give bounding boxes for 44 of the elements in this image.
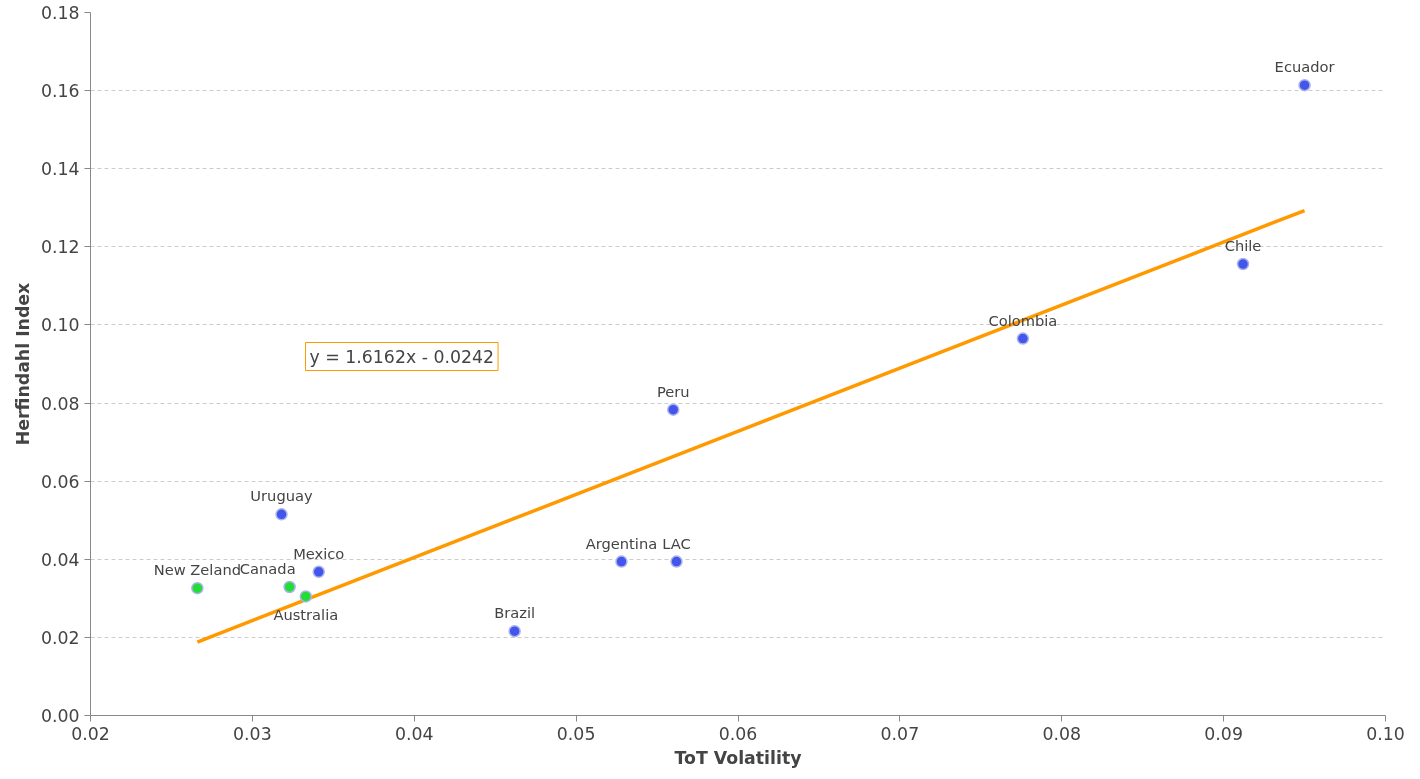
point	[283, 580, 296, 594]
x-tick-label: 0.02	[71, 723, 110, 744]
x-tick-label: 0.04	[394, 723, 434, 744]
point	[667, 403, 680, 416]
x-axis-title: ToT Volatility	[674, 747, 802, 768]
annotation: Argentina	[585, 534, 658, 552]
y-tick-label: 0.04	[40, 549, 80, 570]
y-tick-label: 0.10	[40, 315, 80, 336]
point	[508, 624, 521, 638]
annotation: Australia	[273, 606, 339, 624]
point	[312, 565, 325, 579]
y-tick-label: 0.18	[40, 3, 80, 23]
x-tick-label: 0.03	[233, 723, 272, 744]
y-tick-label: 0.14	[40, 159, 80, 180]
x-tick-label: 0.07	[880, 723, 920, 744]
annotation: y = 1.6162x - 0.0242	[309, 346, 495, 367]
x-tick-label: 0.08	[1042, 723, 1082, 744]
y-tick-label: 0.12	[40, 237, 80, 258]
annotation: Chile	[1224, 237, 1262, 255]
annotation: Peru	[656, 382, 690, 400]
y-axis-title: Herfindahl Index	[12, 282, 33, 446]
point	[1016, 332, 1030, 345]
y-tick-label: 0.16	[40, 81, 80, 102]
annotation: LAC	[662, 534, 691, 552]
point	[670, 555, 683, 568]
x-tick-label: 0.09	[1204, 723, 1243, 744]
y-tick-label: 0.02	[40, 627, 80, 648]
annotation: Mexico	[293, 544, 345, 562]
x-tick-label: 0.06	[718, 723, 758, 744]
y-tick-label: 0.08	[40, 393, 80, 414]
annotation: Uruguay	[250, 487, 313, 505]
y-tick-label: 0.00	[40, 706, 80, 726]
x-tick-label: 0.05	[556, 723, 596, 744]
annotation: Brazil	[494, 604, 536, 622]
point	[191, 581, 204, 595]
annotation: Ecuador	[1274, 58, 1336, 76]
point	[275, 508, 288, 521]
y-tick-label: 0.06	[40, 471, 80, 492]
x-tick-label: 0.10	[1366, 723, 1405, 744]
point	[299, 590, 313, 603]
point	[615, 555, 628, 568]
point	[1298, 78, 1311, 92]
annotation: Canada	[239, 560, 296, 578]
point	[1236, 257, 1250, 271]
